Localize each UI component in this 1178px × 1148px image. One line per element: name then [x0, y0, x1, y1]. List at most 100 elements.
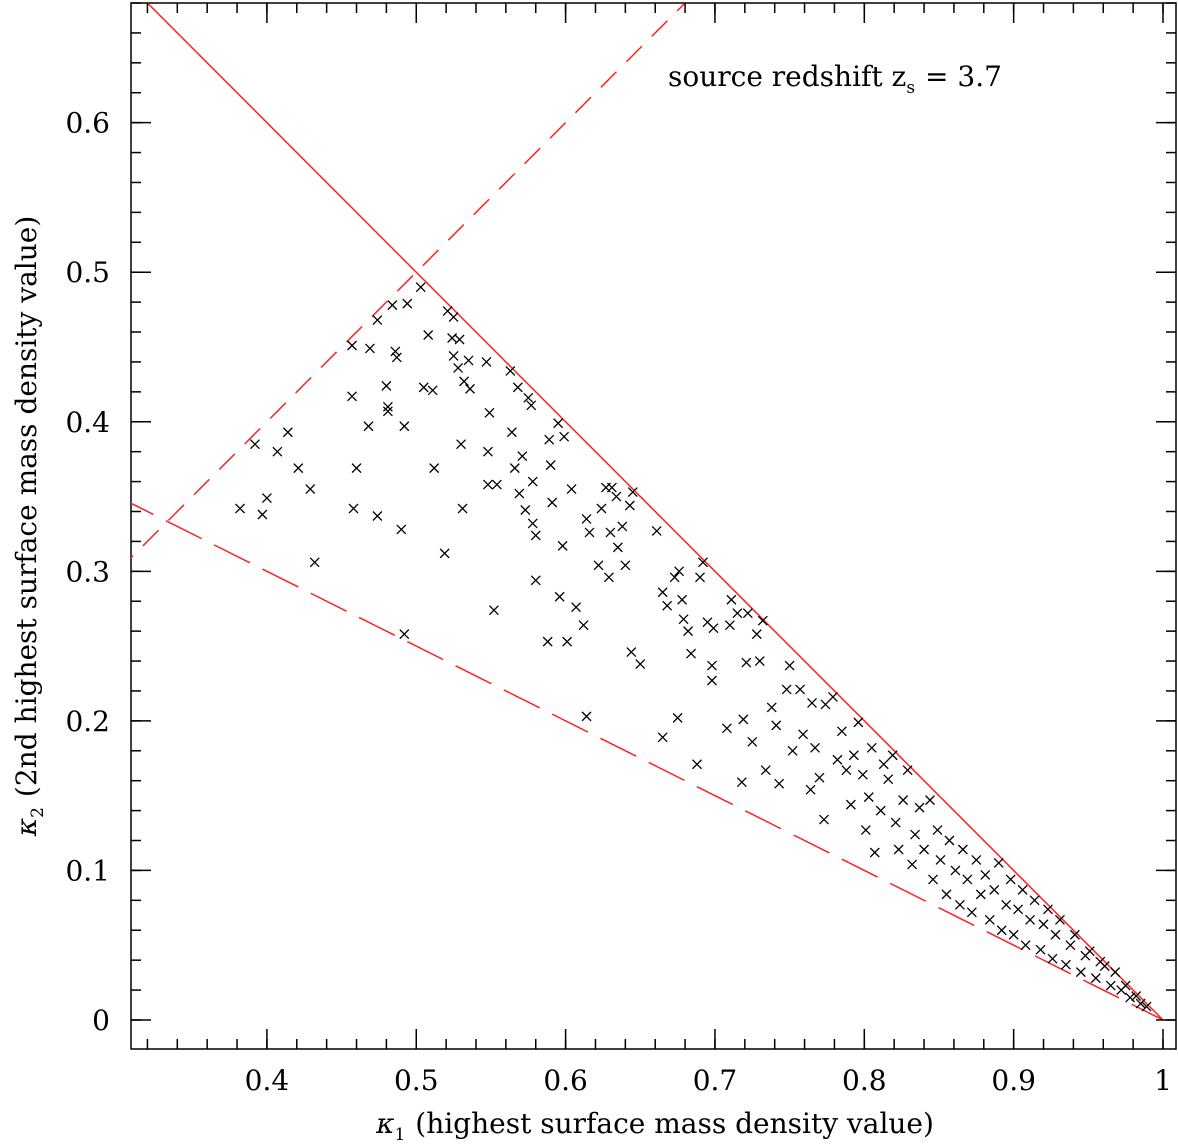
data-point	[848, 750, 859, 761]
x-tick-label: 0.4	[245, 1064, 290, 1097]
data-point	[853, 717, 864, 728]
data-point	[662, 600, 673, 611]
data-point	[708, 623, 719, 634]
data-point	[975, 889, 986, 900]
y-tick-label: 0.4	[65, 406, 110, 439]
data-point	[505, 365, 516, 376]
data-point	[757, 615, 768, 626]
data-point	[612, 542, 623, 553]
data-point	[832, 754, 843, 765]
data-point	[418, 382, 429, 393]
data-point	[1125, 992, 1136, 1003]
data-point	[698, 557, 708, 568]
data-point	[738, 714, 749, 725]
data-point	[695, 572, 705, 583]
data-point	[635, 659, 646, 670]
data-point	[617, 521, 628, 532]
data-point	[547, 497, 558, 508]
data-point	[869, 847, 880, 858]
data-point	[351, 463, 362, 474]
data-point	[390, 346, 401, 357]
data-point	[454, 334, 465, 345]
data-point	[736, 777, 747, 788]
data-point	[282, 427, 293, 438]
y-axis-title: κ2 (2nd highest surface mass density valu…	[10, 216, 48, 838]
y-text: (2nd highest surface mass density value)	[10, 216, 43, 797]
data-point	[672, 712, 683, 723]
data-point	[1060, 959, 1071, 970]
data-point	[919, 844, 930, 855]
data-point	[381, 380, 392, 391]
data-point	[1013, 904, 1024, 915]
data-point	[741, 657, 752, 668]
data-point	[372, 315, 383, 326]
data-point	[603, 572, 614, 583]
data-point	[391, 352, 402, 363]
data-point	[925, 795, 935, 806]
data-point	[399, 421, 410, 432]
data-point	[875, 805, 886, 816]
plot-frame	[130, 2, 1177, 1050]
data-point	[657, 732, 668, 743]
data-point	[542, 636, 553, 647]
data-point	[482, 446, 493, 457]
data-point	[732, 608, 743, 619]
data-point	[795, 684, 806, 695]
data-point	[971, 855, 982, 865]
data-point	[966, 907, 977, 918]
data-point	[520, 505, 531, 515]
y-symbol: κ	[10, 818, 43, 837]
data-point	[781, 684, 792, 695]
data-point	[1038, 919, 1049, 930]
data-point	[1008, 929, 1019, 940]
data-point	[863, 792, 874, 803]
data-point	[692, 759, 702, 770]
y-tick-label: 0.5	[65, 256, 110, 289]
data-point	[724, 620, 735, 631]
data-point	[559, 431, 570, 442]
data-point	[883, 774, 894, 785]
data-point	[742, 608, 753, 619]
x-tick-label: 0.6	[543, 1064, 588, 1097]
data-point	[754, 656, 765, 667]
data-point	[514, 488, 525, 499]
data-point	[527, 476, 538, 487]
data-point	[553, 418, 564, 429]
data-point	[347, 340, 357, 351]
data-point	[914, 802, 925, 813]
data-point	[272, 446, 283, 457]
data-point	[566, 484, 577, 495]
x-text: (highest surface mass density value)	[415, 1107, 934, 1140]
data-point	[957, 844, 968, 855]
data-point	[841, 765, 852, 776]
data-point	[950, 865, 961, 876]
data-point	[1050, 929, 1061, 940]
data-point	[363, 421, 374, 432]
data-point	[382, 401, 393, 412]
data-point	[928, 874, 938, 885]
data-point	[305, 484, 316, 495]
x-tick-label: 1	[1154, 1064, 1172, 1097]
data-point	[578, 620, 589, 631]
data-point	[993, 857, 1004, 868]
data-point	[557, 540, 568, 551]
data-point	[1069, 929, 1080, 940]
x-tick-label: 0.9	[991, 1064, 1036, 1097]
data-point	[1131, 991, 1142, 1002]
data-point	[372, 511, 383, 521]
data-point	[235, 503, 245, 514]
data-point	[798, 729, 809, 740]
data-point	[1035, 944, 1046, 955]
data-point	[523, 392, 534, 403]
data-point	[465, 383, 475, 394]
data-point	[980, 869, 991, 880]
data-point	[1005, 874, 1016, 885]
data-point	[387, 300, 398, 311]
data-point	[807, 697, 817, 708]
data-point	[584, 527, 595, 538]
data-point	[989, 884, 1000, 895]
data-point	[545, 460, 556, 471]
data-point	[581, 514, 592, 524]
data-point	[365, 343, 375, 354]
